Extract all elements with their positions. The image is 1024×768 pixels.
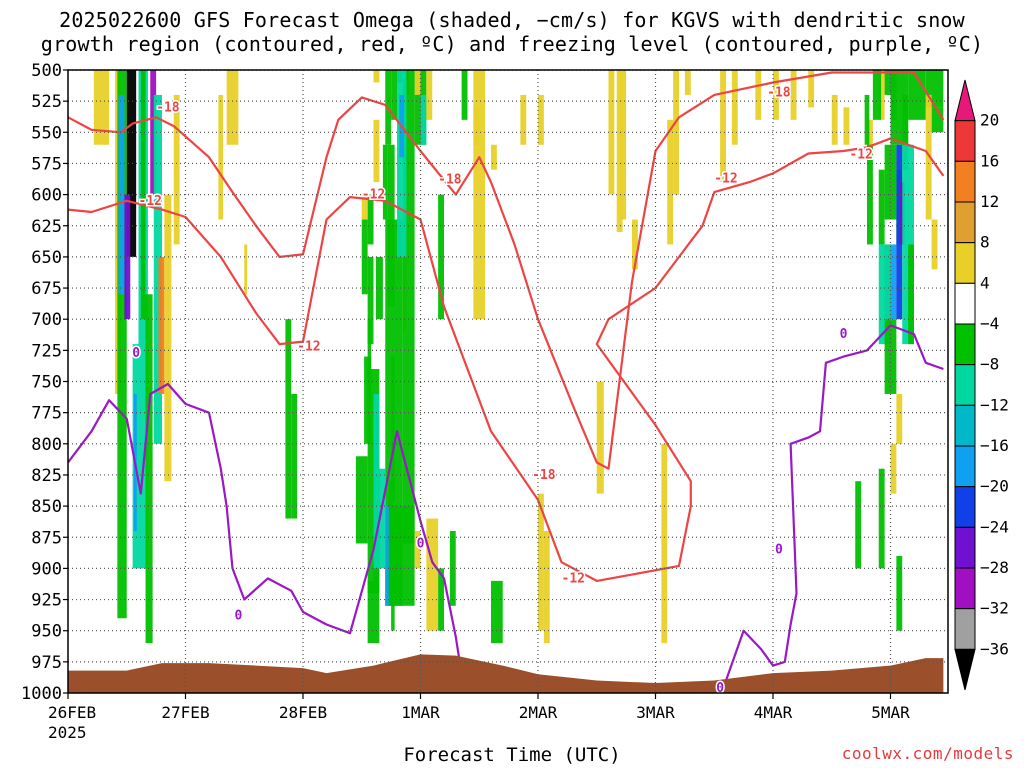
y-tick-label-775: 775 xyxy=(31,404,62,424)
contour-label-minus12-a: -12 xyxy=(139,194,162,209)
colorbar-swatch xyxy=(954,445,976,488)
x-tick-year: 2025 xyxy=(48,723,87,742)
x-tick-label-1MAR: 1MAR xyxy=(401,703,440,722)
y-tick-label-725: 725 xyxy=(31,341,62,361)
purple-contour-0-right xyxy=(690,324,944,693)
y-tick-label-825: 825 xyxy=(31,466,62,486)
grid xyxy=(68,69,948,694)
colorbar-tick-label: 16 xyxy=(980,151,999,170)
colorbar-tick-label: −8 xyxy=(980,355,999,374)
colorbar-tick-label: 4 xyxy=(980,273,990,292)
colorbar-tick-label: 20 xyxy=(980,111,999,130)
omega-shading xyxy=(93,70,944,644)
y-tick-label-675: 675 xyxy=(31,279,62,299)
red-contour-minus12 xyxy=(68,137,945,582)
contour-label-minus12-b: -12 xyxy=(297,340,320,355)
colorbar-top-triangle xyxy=(954,79,976,122)
y-tick-label-850: 850 xyxy=(31,497,62,517)
y-tick-label-925: 925 xyxy=(31,591,62,611)
x-tick-label-4MAR: 4MAR xyxy=(754,703,793,722)
red-contour-minus18 xyxy=(68,71,945,470)
x-tick-label-2MAR: 2MAR xyxy=(519,703,558,722)
colorbar-swatch xyxy=(954,608,976,650)
contour-label-minus12-e: -12 xyxy=(714,171,737,186)
contour-label-zero-d: 0 xyxy=(775,543,783,558)
colorbar-bottom-triangle xyxy=(954,648,976,691)
colorbar-swatch xyxy=(954,201,976,244)
colorbar-tick-label: −20 xyxy=(980,477,1009,496)
colorbar-swatch xyxy=(954,160,976,203)
plot-area xyxy=(68,70,945,693)
x-axis-label: Forecast Time (UTC) xyxy=(403,744,621,766)
colorbar-swatch xyxy=(954,526,976,569)
y-tick-label-625: 625 xyxy=(31,217,62,237)
colorbar-tick-label: −16 xyxy=(980,436,1009,455)
y-tick-label-650: 650 xyxy=(31,248,62,268)
contour-label-minus12-c: -12 xyxy=(362,188,385,203)
x-tick-label-3MAR: 3MAR xyxy=(636,703,675,722)
colorbar-tick-label: −32 xyxy=(980,599,1009,618)
y-tick-label-800: 800 xyxy=(31,435,62,455)
contour-label-zero-c: 0 xyxy=(417,536,425,551)
colorbar-swatch xyxy=(954,364,976,406)
contour-label-minus18-d: -18 xyxy=(767,85,791,100)
x-tick-label-27FEB: 27FEB xyxy=(161,703,209,722)
colorbar-tick-label: −12 xyxy=(980,395,1009,414)
y-tick-label-975: 975 xyxy=(31,653,62,673)
colorbar-tick-label: −24 xyxy=(980,517,1009,536)
y-tick-label-575: 575 xyxy=(31,154,62,174)
colorbar-tick-label: −28 xyxy=(980,558,1009,577)
contour-label-minus12-f: -12 xyxy=(849,148,872,163)
colorbar-tick-label: 12 xyxy=(980,192,999,211)
x-tick-label-26FEB: 26FEB xyxy=(48,703,96,722)
y-tick-label-500: 500 xyxy=(31,61,62,81)
colorbar: 20 16 12 8 4 −4 −8 −12 −16 −20 −24 −28 −32 −36 xyxy=(954,79,1009,691)
contour-label-zero-b: 0 xyxy=(234,609,242,624)
x-tick-label-5MAR: 5MAR xyxy=(871,703,910,722)
y-tick-label-875: 875 xyxy=(31,528,62,548)
y-tick-label-750: 750 xyxy=(31,373,62,393)
contour-label-minus18-c: -18 xyxy=(532,468,556,483)
y-tick-label-600: 600 xyxy=(31,186,62,206)
contour-label-zero-f: 0 xyxy=(716,681,724,696)
contour-label-minus18-b: -18 xyxy=(438,173,462,188)
chart-title-line-2: growth region (contoured, red, ºC) and f… xyxy=(40,32,984,56)
contour-label-minus12-d: -12 xyxy=(562,571,585,586)
colorbar-swatch xyxy=(954,282,976,325)
colorbar-tick-label: −4 xyxy=(980,314,999,333)
colorbar-swatch xyxy=(954,486,976,528)
contour-label-minus18-a: -18 xyxy=(156,100,180,115)
y-tick-label-525: 525 xyxy=(31,92,62,112)
y-tick-label-700: 700 xyxy=(31,310,62,330)
colorbar-swatch xyxy=(954,120,976,162)
colorbar-tick-label: 8 xyxy=(980,233,990,252)
colorbar-swatch xyxy=(954,242,976,284)
contour-label-zero-a: 0 xyxy=(132,346,140,361)
colorbar-swatch xyxy=(954,404,976,447)
y-tick-label-550: 550 xyxy=(31,123,62,143)
colorbar-swatch xyxy=(954,323,976,366)
colorbar-tick-label: −36 xyxy=(980,639,1009,658)
y-tick-label-1000: 1000 xyxy=(21,684,62,704)
credit-link[interactable]: coolwx.com/models xyxy=(841,744,1014,763)
ground-surface xyxy=(68,654,944,693)
contour-label-zero-e: 0 xyxy=(840,327,848,342)
chart-title-line-1: 2025022600 GFS Forecast Omega (shaded, −… xyxy=(59,8,965,32)
x-tick-label-28FEB: 28FEB xyxy=(279,703,327,722)
y-tick-label-900: 900 xyxy=(31,559,62,579)
y-tick-label-950: 950 xyxy=(31,622,62,642)
colorbar-swatch xyxy=(954,567,976,610)
